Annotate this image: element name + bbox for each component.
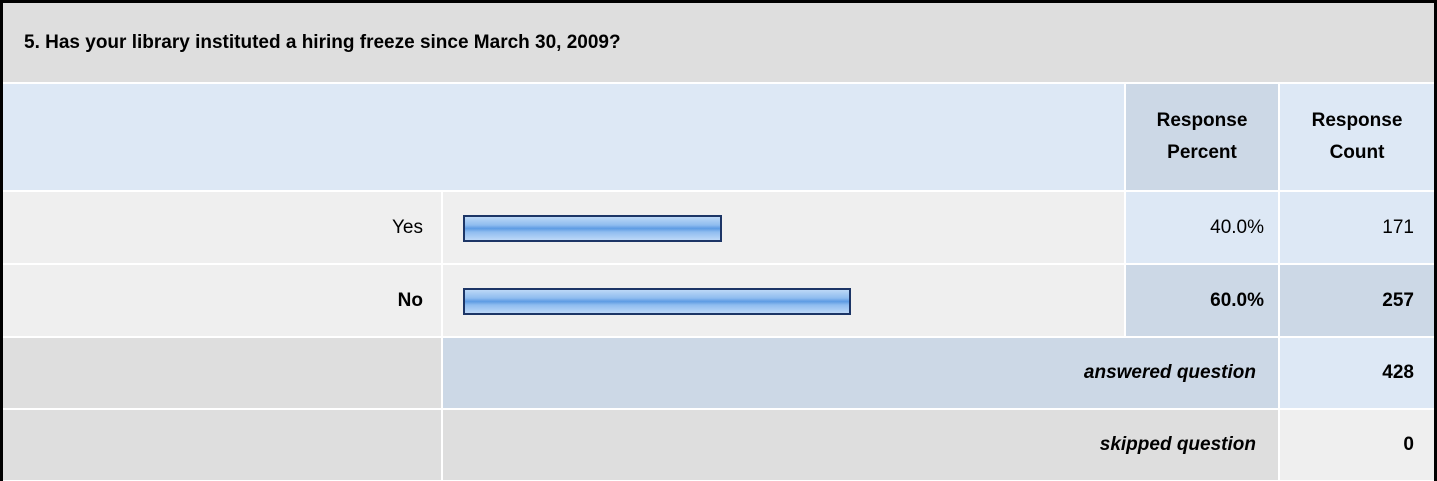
answer-label: No [3,265,441,336]
header-blank [3,84,1124,190]
response-percent: 40.0% [1126,192,1278,263]
response-percent: 60.0% [1126,265,1278,336]
summary-count: 428 [1280,338,1434,408]
summary-label: answered question [443,338,1278,408]
column-header: Response Count [1280,84,1434,190]
column-header: Response Percent [1126,84,1278,190]
response-count: 171 [1280,192,1434,263]
summary-blank [3,410,441,480]
response-bar [463,287,852,315]
summary-blank [3,338,441,408]
response-count: 257 [1280,265,1434,336]
summary-count: 0 [1280,410,1434,480]
answer-label: Yes [3,192,441,263]
question-title: 5. Has your library instituted a hiring … [3,3,1434,82]
response-bar [463,214,722,242]
summary-label: skipped question [443,410,1278,480]
